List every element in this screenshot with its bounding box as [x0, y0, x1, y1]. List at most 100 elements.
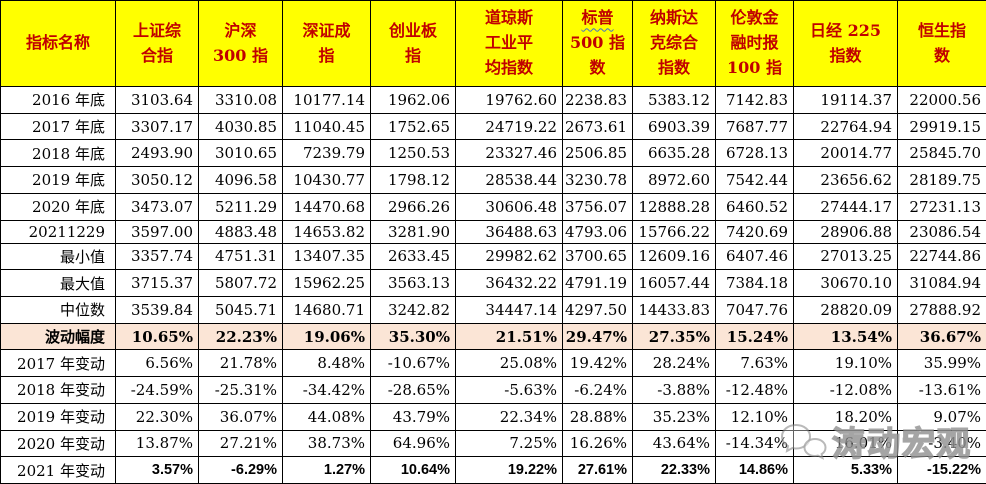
value-cell: 28906.88	[793, 219, 898, 244]
value-cell: 19114.37	[793, 86, 898, 114]
value-cell: 3563.13	[370, 269, 456, 297]
value-cell: 7.25%	[455, 429, 563, 458]
value-cell: 3242.82	[370, 295, 456, 324]
value-cell: 2238.83	[562, 86, 633, 114]
value-cell: 10.64%	[370, 456, 456, 484]
value-cell: 10.65%	[115, 322, 199, 351]
row-label: 2020 年底	[0, 192, 116, 221]
value-cell: 20014.77	[793, 139, 898, 168]
value-cell: 36.67%	[897, 322, 986, 351]
column-header: 标普 500 指数	[562, 0, 633, 87]
value-cell: 12.10%	[715, 402, 794, 431]
value-cell: 14680.71	[282, 295, 371, 324]
value-cell: 2493.90	[115, 139, 199, 168]
value-cell: 16.26%	[562, 429, 633, 458]
value-cell: 44.08%	[282, 402, 371, 431]
value-cell: 6.56%	[115, 349, 199, 378]
value-cell: 31084.94	[897, 269, 986, 297]
value-cell: 64.96%	[370, 429, 456, 458]
value-cell: 2966.26	[370, 192, 456, 221]
value-cell: 25845.70	[897, 139, 986, 168]
value-cell: 3103.64	[115, 86, 199, 114]
value-cell: 28538.44	[455, 166, 563, 194]
value-cell: -6.24%	[562, 376, 633, 404]
table-row: 2020 年底 3473.07 5211.29 14470.68 2966.26 3060…	[0, 192, 986, 221]
row-label: 最小值	[0, 242, 116, 271]
value-cell: 18.20%	[793, 402, 898, 431]
value-cell: 28820.09	[793, 295, 898, 324]
value-cell: 22.23%	[198, 322, 283, 351]
value-cell: 15766.22	[632, 219, 716, 244]
table-row: 2021 年变动 3.57% -6.29% 1.27% 10.64% 19.22% 27.6…	[0, 456, 986, 484]
value-cell: 4883.48	[198, 219, 283, 244]
value-cell: 7047.76	[715, 295, 794, 324]
value-cell: 2673.61	[562, 112, 633, 141]
column-header: 深证成指	[282, 0, 371, 87]
value-cell: 14653.82	[282, 219, 371, 244]
value-cell: 5383.12	[632, 86, 716, 114]
column-header: 沪深 300 指	[198, 0, 283, 87]
value-cell: -14.34%	[715, 429, 794, 458]
value-cell: 12888.28	[632, 192, 716, 221]
column-header: 指标名称	[0, 0, 116, 87]
value-cell: 2506.85	[562, 139, 633, 168]
value-cell: 23327.46	[455, 139, 563, 168]
column-header: 日经 225 指数	[793, 0, 898, 87]
value-cell: 19.06%	[282, 322, 371, 351]
table-body: 2016 年底 3103.64 3310.08 10177.14 1962.06 1976…	[0, 86, 986, 484]
value-cell: 3357.74	[115, 242, 199, 271]
value-cell: 3310.08	[198, 86, 283, 114]
row-label: 2018 年变动	[0, 376, 116, 404]
value-cell: 19.10%	[793, 349, 898, 378]
column-header: 上证综 合指	[115, 0, 199, 87]
value-cell: -12.08%	[793, 376, 898, 404]
table-row: 最小值 3357.74 4751.31 13407.35 2633.45 29982.62…	[0, 242, 986, 271]
value-cell: 2633.45	[370, 242, 456, 271]
value-cell: 5807.72	[198, 269, 283, 297]
value-cell: 15.24%	[715, 322, 794, 351]
value-cell: 10430.77	[282, 166, 371, 194]
value-cell: 5045.71	[198, 295, 283, 324]
value-cell: 14470.68	[282, 192, 371, 221]
value-cell: 7.63%	[715, 349, 794, 378]
row-label: 2017 年变动	[0, 349, 116, 378]
row-label: 20211229	[0, 219, 116, 244]
value-cell: 24719.22	[455, 112, 563, 141]
value-cell: 36.07%	[198, 402, 283, 431]
row-label: 2018 年底	[0, 139, 116, 168]
value-cell: 19762.60	[455, 86, 563, 114]
value-cell: 22000.56	[897, 86, 986, 114]
value-cell: 4751.31	[198, 242, 283, 271]
value-cell: 8972.60	[632, 166, 716, 194]
column-header: 伦敦金 融时报 100 指	[715, 0, 794, 87]
value-cell: 3230.78	[562, 166, 633, 194]
value-cell: 30670.10	[793, 269, 898, 297]
value-cell: 6407.46	[715, 242, 794, 271]
value-cell: 1962.06	[370, 86, 456, 114]
value-cell: 1752.65	[370, 112, 456, 141]
value-cell: 10177.14	[282, 86, 371, 114]
value-cell: 27013.25	[793, 242, 898, 271]
table-row: 2019 年底 3050.12 4096.58 10430.77 1798.12 2853…	[0, 166, 986, 194]
value-cell: 7142.83	[715, 86, 794, 114]
column-header: 恒生指数	[897, 0, 986, 87]
value-cell: -13.61%	[897, 376, 986, 404]
value-cell: 29919.15	[897, 112, 986, 141]
value-cell: 22.30%	[115, 402, 199, 431]
value-cell: 21.78%	[198, 349, 283, 378]
value-cell: 1.27%	[282, 456, 371, 484]
row-label: 2021 年变动	[0, 456, 116, 484]
value-cell: -3.88%	[632, 376, 716, 404]
value-cell: 3539.84	[115, 295, 199, 324]
table-row: 波动幅度 10.65% 22.23% 19.06% 35.30% 21.51% 29.47%…	[0, 322, 986, 351]
value-cell: 25.08%	[455, 349, 563, 378]
value-cell: -6.29%	[198, 456, 283, 484]
value-cell: 14.86%	[715, 456, 794, 484]
value-cell: 28.88%	[562, 402, 633, 431]
value-cell: 30606.48	[455, 192, 563, 221]
value-cell: 35.23%	[632, 402, 716, 431]
value-cell: 28189.75	[897, 166, 986, 194]
value-cell: 16.01%	[793, 429, 898, 458]
value-cell: 4793.06	[562, 219, 633, 244]
table-row: 20211229 3597.00 4883.48 14653.82 3281.90 364…	[0, 219, 986, 244]
